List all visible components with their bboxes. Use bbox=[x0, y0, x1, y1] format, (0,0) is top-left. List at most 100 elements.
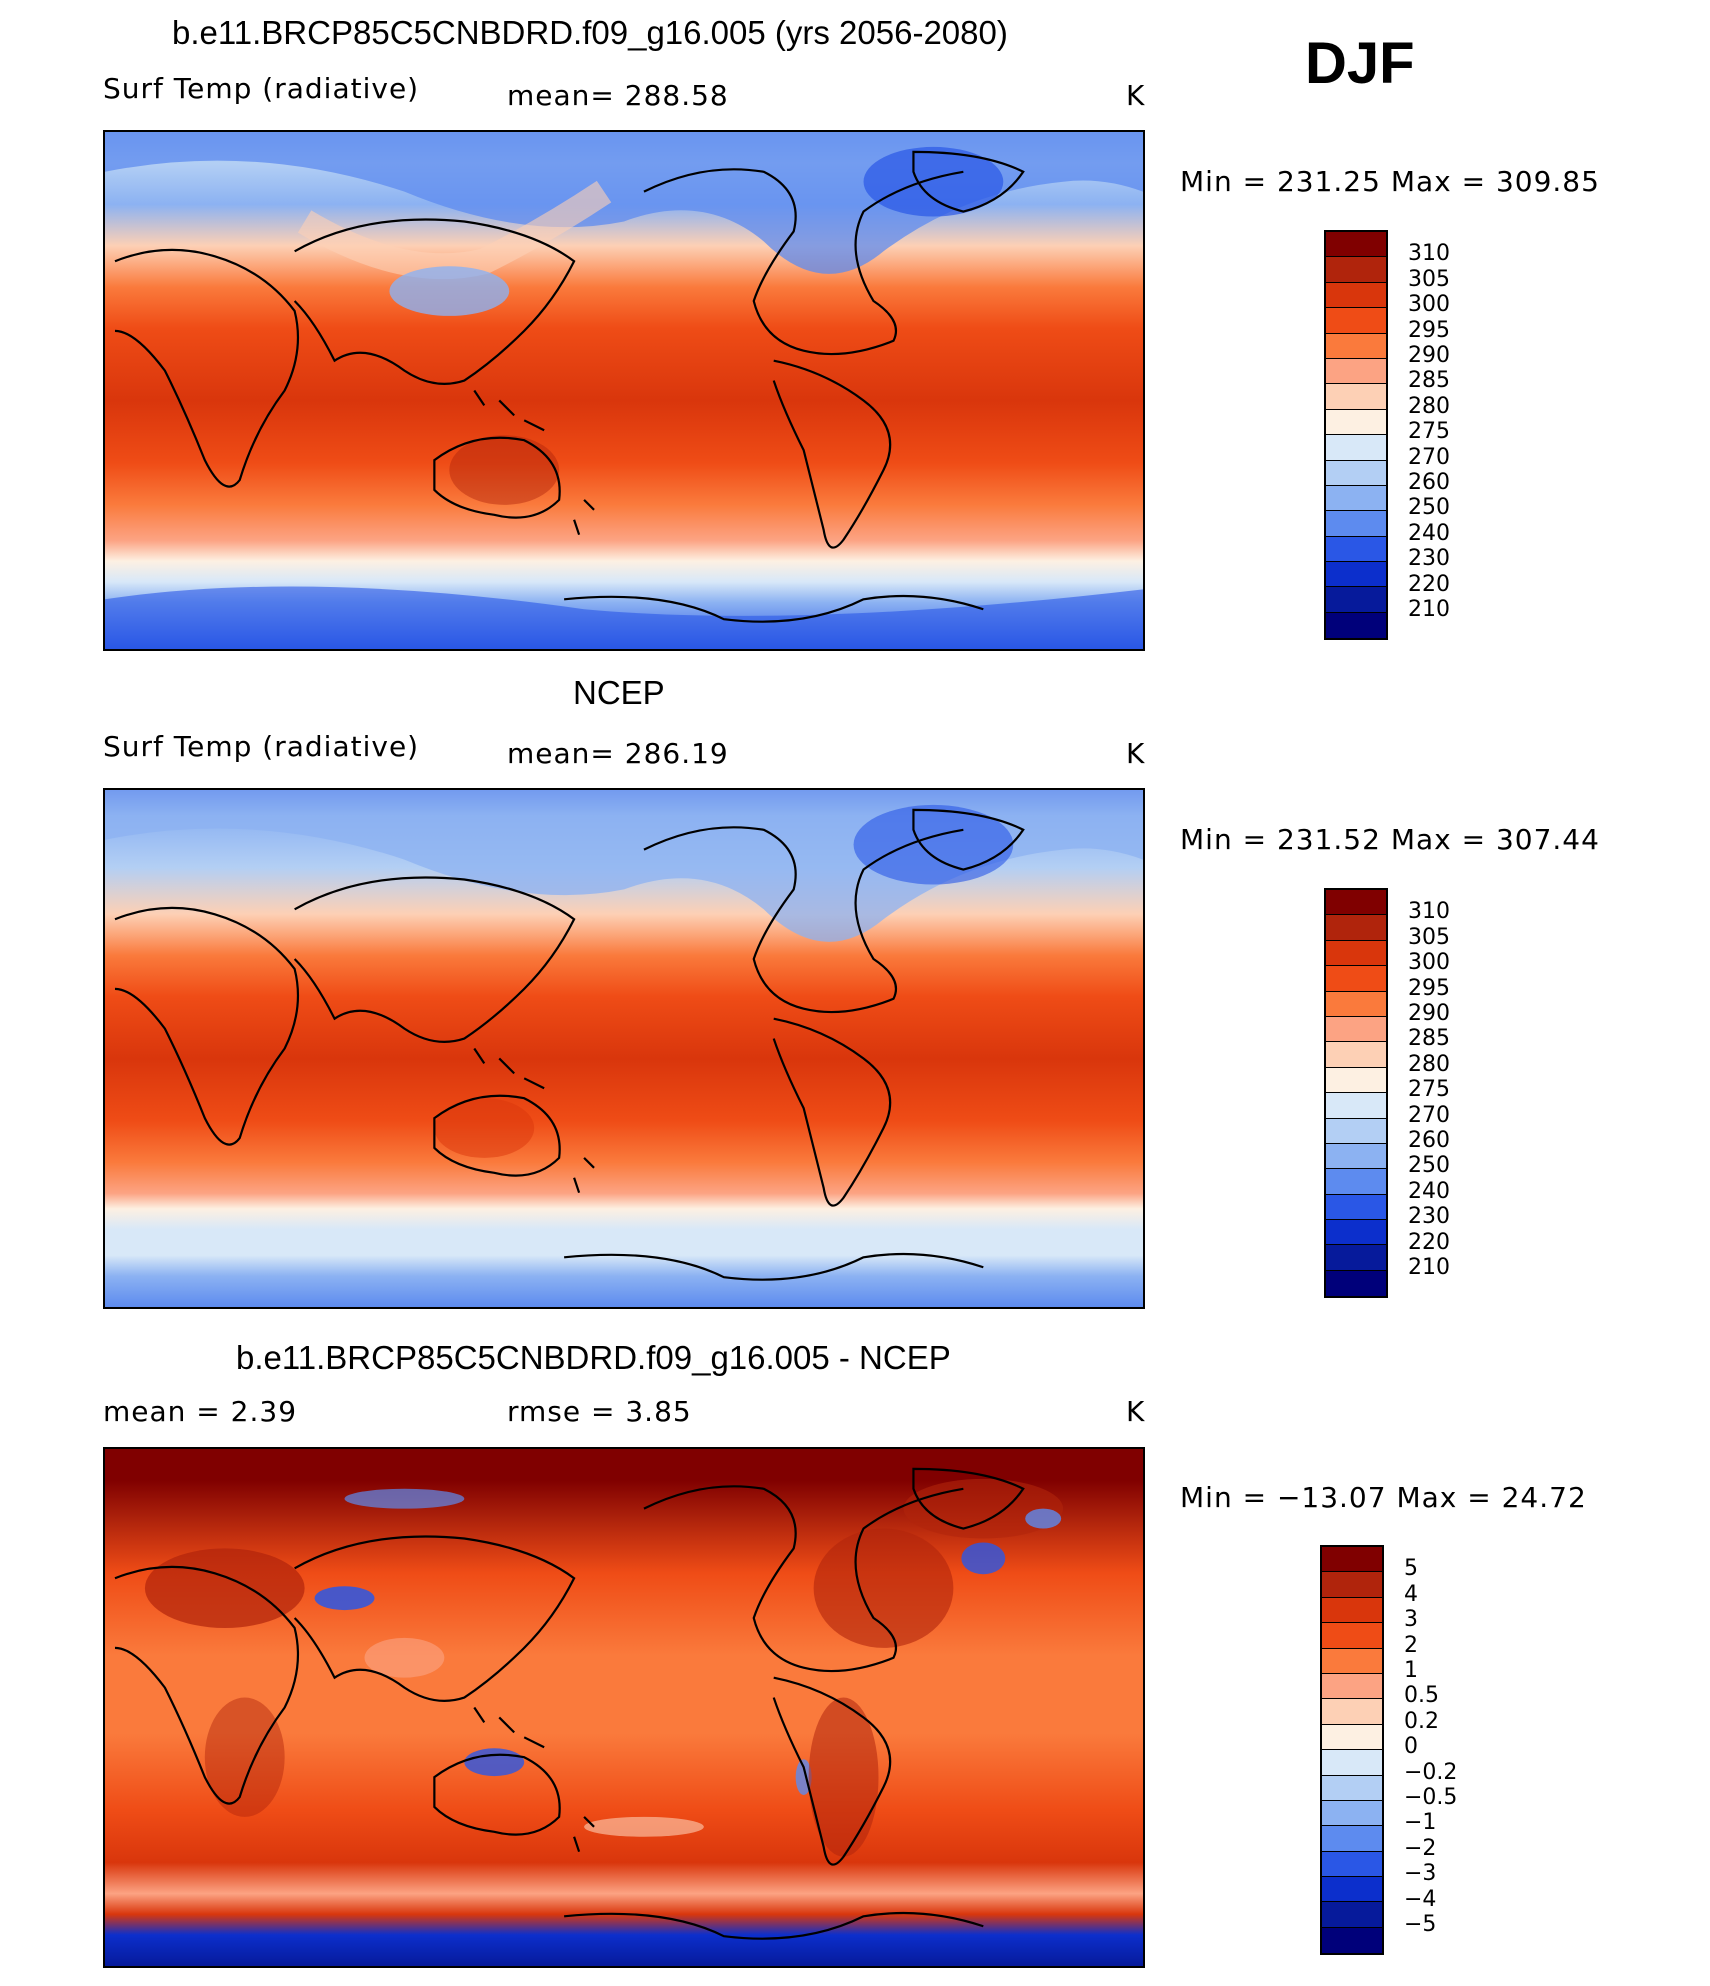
colorbar-segment bbox=[1326, 1042, 1386, 1068]
colorbar-segment bbox=[1322, 1750, 1382, 1776]
colorbar-segment bbox=[1326, 511, 1386, 537]
colorbar-segment bbox=[1322, 1724, 1382, 1751]
colorbar-segment bbox=[1326, 991, 1386, 1017]
panel1-map bbox=[103, 130, 1145, 651]
colorbar-segment bbox=[1322, 1826, 1382, 1852]
panel1-units: K bbox=[1126, 79, 1146, 112]
colorbar-tick-label: 250 bbox=[1408, 495, 1450, 521]
panel3-colorbar bbox=[1320, 1545, 1384, 1956]
colorbar-tick-label: 305 bbox=[1408, 924, 1450, 950]
panel2-variable-label: Surf Temp (radiative) bbox=[103, 730, 420, 763]
panel2-map bbox=[103, 788, 1145, 1309]
colorbar-tick-label: 270 bbox=[1408, 1102, 1450, 1128]
colorbar-segment bbox=[1326, 1169, 1386, 1195]
colorbar-tick-label: 260 bbox=[1408, 1128, 1450, 1153]
colorbar-tick-label: −5 bbox=[1404, 1912, 1437, 1937]
colorbar-segment bbox=[1326, 915, 1386, 941]
colorbar-segment bbox=[1326, 1067, 1386, 1094]
colorbar-segment bbox=[1326, 308, 1386, 334]
colorbar-segment bbox=[1326, 612, 1386, 639]
panel2-mean-label: mean= 286.19 bbox=[507, 737, 729, 770]
colorbar-tick-label: 220 bbox=[1408, 571, 1450, 597]
colorbar-tick-label: 240 bbox=[1408, 1178, 1450, 1204]
colorbar-segment bbox=[1326, 1143, 1386, 1170]
colorbar-segment bbox=[1322, 1648, 1382, 1674]
panel1-mean-label: mean= 288.58 bbox=[507, 79, 729, 112]
colorbar-tick-label: 295 bbox=[1408, 317, 1450, 343]
panel3-minmax: Min = −13.07 Max = 24.72 bbox=[1180, 1481, 1587, 1514]
colorbar-segment bbox=[1326, 1220, 1386, 1246]
colorbar-tick-label: 290 bbox=[1408, 1001, 1450, 1026]
colorbar-tick-label: 295 bbox=[1408, 975, 1450, 1001]
colorbar-segment bbox=[1326, 562, 1386, 588]
panel3-title: b.e11.BRCP85C5CNBDRD.f09_g16.005 - NCEP bbox=[236, 1339, 951, 1376]
colorbar-tick-label: −1 bbox=[1404, 1810, 1437, 1836]
colorbar-tick-label: −0.2 bbox=[1404, 1759, 1458, 1785]
colorbar-segment bbox=[1326, 485, 1386, 512]
colorbar-segment bbox=[1326, 282, 1386, 309]
colorbar-tick-label: 250 bbox=[1408, 1153, 1450, 1179]
colorbar-tick-label: 220 bbox=[1408, 1229, 1450, 1255]
panel1-title: b.e11.BRCP85C5CNBDRD.f09_g16.005 (yrs 20… bbox=[172, 14, 1008, 51]
colorbar-tick-label: 285 bbox=[1408, 1026, 1450, 1052]
panel2-minmax: Min = 231.52 Max = 307.44 bbox=[1180, 823, 1600, 856]
colorbar-segment bbox=[1322, 1673, 1382, 1700]
colorbar-tick-label: 230 bbox=[1408, 1204, 1450, 1230]
colorbar-segment bbox=[1322, 1699, 1382, 1725]
colorbar-segment bbox=[1326, 940, 1386, 967]
colorbar-segment bbox=[1322, 1572, 1382, 1598]
colorbar-tick-label: 305 bbox=[1408, 266, 1450, 292]
panel1-variable-label: Surf Temp (radiative) bbox=[103, 72, 420, 105]
colorbar-segment bbox=[1322, 1800, 1382, 1827]
colorbar-tick-label: 0 bbox=[1404, 1734, 1418, 1760]
colorbar-segment bbox=[1326, 232, 1386, 258]
colorbar-tick-label: −3 bbox=[1404, 1861, 1437, 1887]
colorbar-tick-label: 1 bbox=[1404, 1658, 1418, 1683]
colorbar-tick-label: −2 bbox=[1404, 1835, 1437, 1861]
panel3-rmse-label: rmse = 3.85 bbox=[507, 1395, 692, 1428]
colorbar-tick-label: 260 bbox=[1408, 470, 1450, 495]
panel3-units: K bbox=[1126, 1395, 1146, 1428]
colorbar-segment bbox=[1326, 1016, 1386, 1043]
panel2-temperature-field bbox=[105, 790, 1143, 1307]
colorbar-segment bbox=[1326, 1194, 1386, 1221]
colorbar-segment bbox=[1326, 966, 1386, 992]
colorbar-tick-label: 310 bbox=[1408, 241, 1450, 267]
colorbar-tick-label: 210 bbox=[1408, 1255, 1450, 1280]
colorbar-segment bbox=[1326, 1245, 1386, 1271]
colorbar-tick-label: 280 bbox=[1408, 393, 1450, 419]
colorbar-tick-label: 5 bbox=[1404, 1556, 1418, 1582]
colorbar-tick-label: 270 bbox=[1408, 444, 1450, 470]
colorbar-tick-label: −4 bbox=[1404, 1886, 1437, 1912]
panel1-temperature-field bbox=[105, 132, 1143, 649]
colorbar-segment bbox=[1326, 460, 1386, 486]
colorbar-segment bbox=[1322, 1902, 1382, 1928]
colorbar-tick-label: 280 bbox=[1408, 1051, 1450, 1077]
colorbar-segment bbox=[1322, 1877, 1382, 1903]
colorbar-segment bbox=[1322, 1597, 1382, 1624]
colorbar-tick-label: 2 bbox=[1404, 1632, 1418, 1658]
colorbar-tick-label: 285 bbox=[1408, 368, 1450, 394]
colorbar-tick-label: 210 bbox=[1408, 597, 1450, 622]
colorbar-segment bbox=[1326, 333, 1386, 359]
colorbar-segment bbox=[1322, 1547, 1382, 1573]
colorbar-tick-label: 275 bbox=[1408, 419, 1450, 445]
colorbar-segment bbox=[1322, 1623, 1382, 1649]
colorbar-tick-label: −0.5 bbox=[1404, 1785, 1458, 1810]
season-label: DJF bbox=[1305, 31, 1415, 96]
colorbar-tick-label: 0.5 bbox=[1404, 1683, 1439, 1709]
colorbar-tick-label: 0.2 bbox=[1404, 1708, 1439, 1734]
panel1-colorbar bbox=[1324, 230, 1388, 641]
colorbar-segment bbox=[1326, 358, 1386, 385]
colorbar-tick-label: 300 bbox=[1408, 950, 1450, 976]
colorbar-segment bbox=[1326, 1118, 1386, 1144]
colorbar-tick-label: 240 bbox=[1408, 520, 1450, 546]
colorbar-segment bbox=[1326, 1093, 1386, 1119]
colorbar-segment bbox=[1326, 409, 1386, 436]
colorbar-tick-label: 3 bbox=[1404, 1607, 1418, 1633]
panel3-map bbox=[103, 1447, 1145, 1968]
panel2-units: K bbox=[1126, 737, 1146, 770]
colorbar-segment bbox=[1322, 1927, 1382, 1954]
colorbar-segment bbox=[1326, 384, 1386, 410]
colorbar-tick-label: 290 bbox=[1408, 343, 1450, 368]
